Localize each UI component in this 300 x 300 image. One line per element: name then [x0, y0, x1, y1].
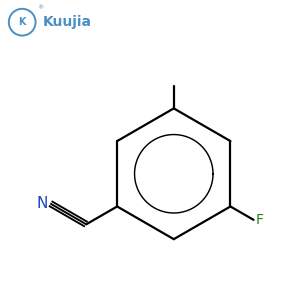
Text: N: N — [37, 196, 48, 211]
Text: Kuujia: Kuujia — [43, 15, 92, 29]
Text: K: K — [18, 17, 26, 27]
Text: ®: ® — [37, 5, 43, 10]
Text: F: F — [256, 213, 264, 227]
